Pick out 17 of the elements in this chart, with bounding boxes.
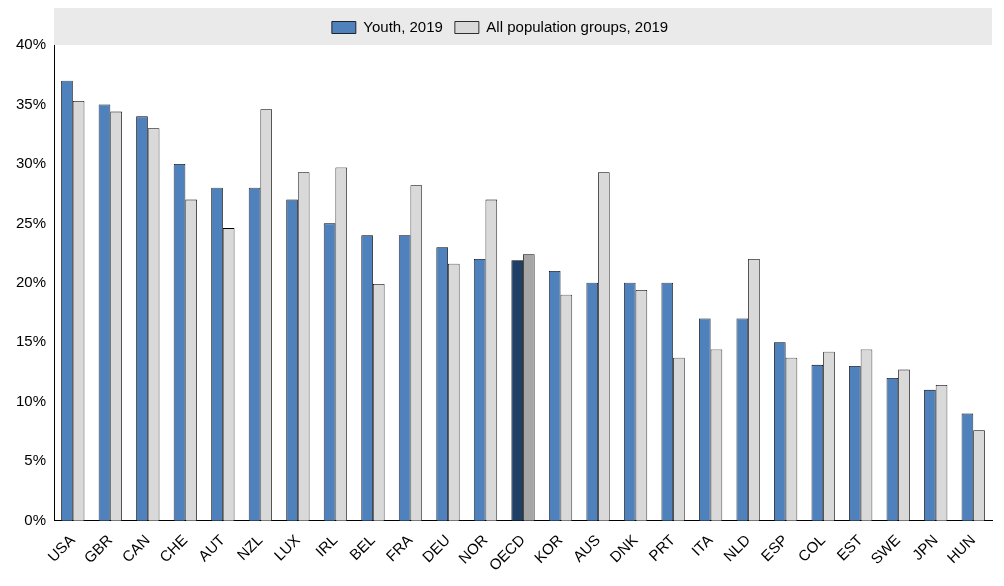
y-tick-label: 30% [15, 154, 47, 172]
x-tick-label: NZL [233, 531, 266, 564]
y-tick-label: 5% [24, 451, 47, 469]
y-tick-label: 0% [24, 510, 47, 528]
legend-label: Youth, 2019 [363, 17, 443, 35]
legend-label: All population groups, 2019 [486, 17, 669, 35]
x-tick-label: ITA [687, 531, 716, 559]
y-tick-label: 20% [15, 272, 47, 290]
y-tick-label: 25% [15, 213, 47, 231]
y-tick-label: 35% [15, 94, 47, 112]
x-tick-label: COL [794, 531, 829, 565]
y-tick-label: 15% [15, 332, 47, 350]
y-tick-label: 40% [15, 35, 47, 53]
x-tick-label: BEL [345, 531, 378, 564]
x-tick-label: USA [44, 531, 78, 565]
y-tick-label: 10% [15, 391, 47, 409]
x-tick-label: IRL [311, 531, 341, 560]
